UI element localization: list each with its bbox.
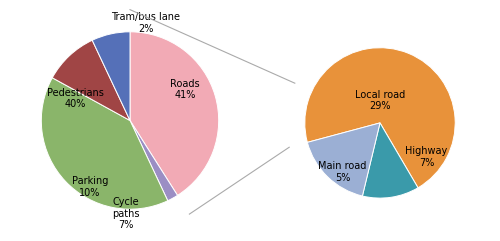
Wedge shape	[52, 40, 130, 120]
Text: Parking
10%: Parking 10%	[72, 176, 108, 198]
Wedge shape	[305, 48, 455, 188]
Wedge shape	[130, 32, 218, 195]
Text: Local road
29%: Local road 29%	[355, 90, 405, 111]
Wedge shape	[130, 120, 178, 201]
Text: Tram/bus lane
2%: Tram/bus lane 2%	[112, 12, 180, 34]
Text: Cycle
paths
7%: Cycle paths 7%	[112, 197, 140, 230]
Wedge shape	[92, 32, 130, 120]
Text: Roads
41%: Roads 41%	[170, 79, 200, 100]
Wedge shape	[42, 78, 168, 209]
Text: Highway
7%: Highway 7%	[406, 146, 448, 167]
Text: Pedestrians
40%: Pedestrians 40%	[46, 87, 104, 109]
Text: Main road
5%: Main road 5%	[318, 161, 366, 183]
Wedge shape	[308, 123, 380, 196]
Wedge shape	[362, 123, 418, 198]
